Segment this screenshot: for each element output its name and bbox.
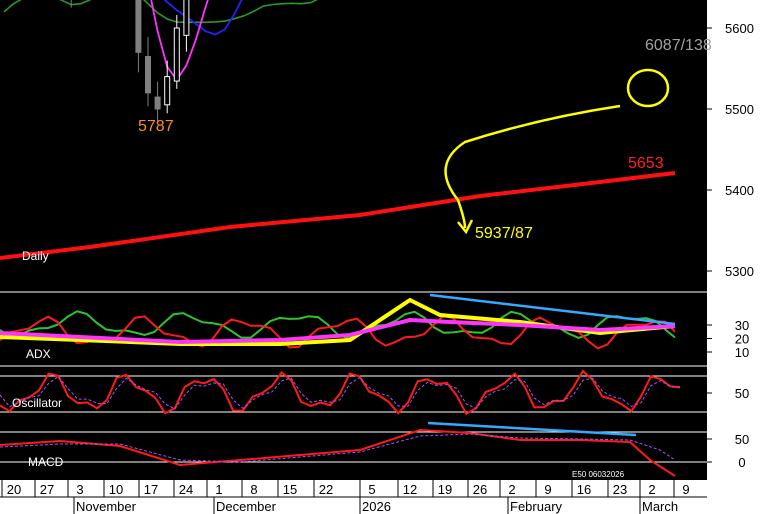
x-day-label: 27: [40, 482, 54, 497]
adx-tick-label: 30: [735, 318, 749, 333]
y-tick-label: 5500: [725, 102, 754, 117]
x-day-label: 8: [250, 482, 257, 497]
adx-signal-line: [0, 317, 676, 345]
macd-signal-line: [0, 433, 676, 463]
candle-body: [135, 0, 142, 53]
macd-line: [0, 428, 676, 477]
indicator-lines: [0, 293, 707, 477]
x-month-label: December: [216, 499, 277, 514]
adx-tick-label: 20: [735, 332, 749, 347]
candle-body: [145, 56, 151, 94]
moving-averages: [0, 0, 676, 260]
candle-body: [154, 96, 161, 110]
projection-arrow: [444, 104, 621, 229]
oscillator-signal-line: [0, 375, 681, 410]
x-month-label: 2026: [362, 499, 391, 514]
x-day-label: 17: [144, 482, 158, 497]
x-day-label: 3: [76, 482, 83, 497]
x-day-label: 12: [403, 482, 417, 497]
x-day-label: 10: [109, 482, 123, 497]
x-month-label: February: [510, 499, 563, 514]
x-day-label: 2: [508, 482, 515, 497]
x-day-label: 15: [283, 482, 297, 497]
y-tick-label: 5400: [725, 183, 754, 198]
price-annotations: [444, 68, 670, 235]
x-day-label: 5: [368, 482, 375, 497]
label-adx: ADX: [26, 347, 51, 361]
x-day-label: 23: [613, 482, 627, 497]
macd-footer: E50 06032026: [572, 470, 625, 479]
candle-body: [173, 27, 180, 82]
oscillator-line: [0, 369, 681, 416]
x-month-label: March: [642, 499, 678, 514]
ma-200-line: [0, 171, 676, 260]
annotation-target-high: 6087/138: [645, 37, 712, 54]
osc-tick-label: 50: [735, 386, 749, 401]
macd-tick-label: 0: [738, 455, 745, 470]
highlight-circle: [626, 68, 670, 108]
x-day-label: 2: [648, 482, 655, 497]
projection-arrow-head: [457, 219, 474, 235]
label-daily: Daily: [22, 249, 49, 263]
x-day-label: 9: [544, 482, 551, 497]
x-day-label: 19: [438, 482, 452, 497]
annotation-target-low: 5937/87: [475, 225, 533, 242]
x-day-label: 9: [682, 482, 689, 497]
x-day-label: 26: [473, 482, 487, 497]
y-axis-panel: [707, 0, 764, 514]
x-month-label: November: [76, 499, 137, 514]
label-oscillator: Oscillator: [12, 396, 62, 410]
macd-trend-line: [427, 421, 637, 437]
adx-tick-label: 10: [735, 345, 749, 360]
x-axis-labels: 20 27 3 10 17 24 1 8 15 22 5 12 19 26 2 9 16 23 2 9 November…: [1, 480, 690, 514]
x-day-label: 24: [179, 482, 193, 497]
y-tick-label: 5600: [725, 21, 754, 36]
adx-trend-line: [429, 293, 676, 326]
candle-body: [164, 76, 171, 106]
y-axis-ticks: 5300540055005600570058005900600061006200…: [707, 21, 754, 470]
level-label: 5787: [138, 118, 174, 135]
x-day-label: 1: [215, 482, 222, 497]
macd-tick-label: 50: [735, 432, 749, 447]
x-day-label: 16: [577, 482, 591, 497]
label-macd: MACD: [28, 455, 64, 469]
x-day-label: 22: [319, 482, 333, 497]
x-day-label: 20: [7, 482, 21, 497]
candle-body: [183, 0, 190, 36]
y-tick-label: 5300: [725, 264, 754, 279]
annotation-ma200: 5653: [628, 155, 664, 172]
candlesticks: [70, 0, 190, 122]
